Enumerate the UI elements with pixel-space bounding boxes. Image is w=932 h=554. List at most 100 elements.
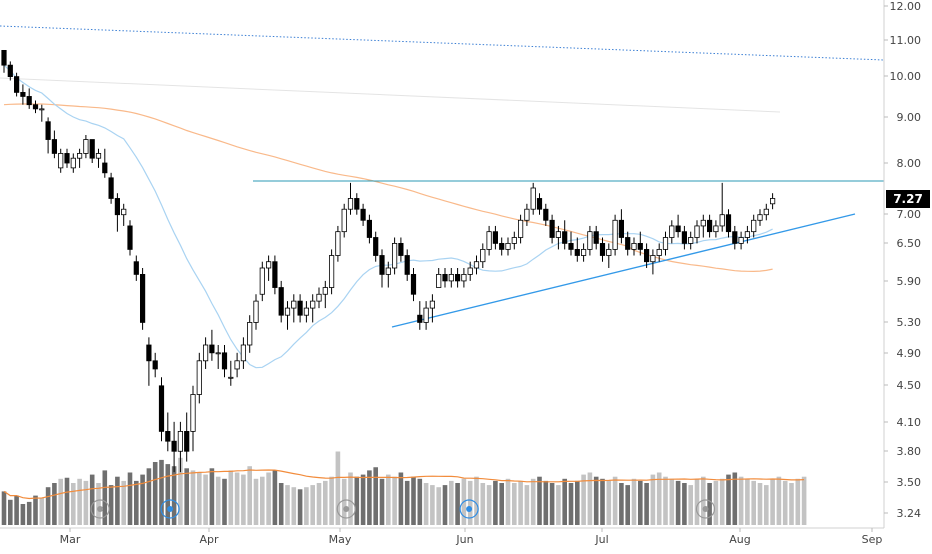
- volume-bar: [593, 476, 599, 525]
- candle-body: [152, 360, 158, 370]
- candle-body: [366, 219, 373, 238]
- volume-bar: [493, 480, 498, 525]
- volume-bar: [486, 485, 492, 525]
- price-tick-label: 3.24: [897, 507, 922, 520]
- candle-body: [240, 344, 246, 362]
- volume-bar: [348, 472, 353, 525]
- dividend-marker[interactable]: [160, 499, 180, 519]
- candle-body: [133, 261, 139, 275]
- volume-bar: [442, 485, 448, 525]
- volume-bar: [480, 483, 486, 525]
- volume-bar: [745, 478, 750, 525]
- earnings-marker[interactable]: [90, 499, 110, 519]
- volume-bar: [58, 478, 63, 525]
- candle-body: [518, 219, 524, 238]
- candle-body: [45, 121, 51, 140]
- volume-bar: [39, 497, 45, 525]
- candle-body: [70, 157, 76, 169]
- candle-body: [467, 267, 473, 275]
- volume-bar: [45, 487, 51, 525]
- volume-bar: [1, 491, 7, 525]
- volume-bar: [707, 483, 712, 525]
- candle-body: [530, 187, 536, 210]
- volume-bar: [411, 476, 416, 525]
- candle-body: [568, 243, 574, 250]
- price-axis[interactable]: 12.00 11.00 10.00 9.00 8.00 7.00 6.50 5.90 5.30 4…: [884, 0, 921, 520]
- candle-body: [486, 231, 492, 250]
- dividend-marker[interactable]: [459, 499, 479, 519]
- price-tick-label: 12.00: [890, 0, 922, 13]
- candle-body: [139, 274, 146, 323]
- very-long-moving-average-line: [0, 77, 781, 113]
- candle-body: [593, 231, 599, 244]
- candle-body: [574, 249, 580, 256]
- volume-bar: [127, 472, 133, 525]
- earnings-marker[interactable]: [695, 499, 716, 519]
- volume-bar: [386, 474, 391, 525]
- candle-body: [707, 219, 713, 233]
- candle-body: [587, 231, 593, 250]
- dividend-marker-dot: [167, 506, 174, 512]
- volume-bar: [367, 470, 372, 525]
- volume-bar: [619, 483, 624, 525]
- volume-bar: [379, 478, 385, 525]
- candle-body: [662, 237, 669, 250]
- volume-bar: [316, 483, 322, 525]
- candle-body: [606, 249, 612, 256]
- candle-body: [442, 274, 448, 282]
- price-tick-label: 9.00: [897, 111, 922, 124]
- candle-body: [398, 243, 404, 256]
- last-price-tag: 7.27: [886, 190, 930, 208]
- price-tick-label: 4.50: [897, 379, 922, 392]
- candle-body: [165, 431, 171, 442]
- volume-bar: [197, 472, 202, 525]
- volume-bar: [650, 474, 656, 525]
- time-axis[interactable]: Mar Apr May Jun Jul Aug Sep: [60, 528, 883, 546]
- volume-bar: [26, 501, 32, 525]
- volume-bar: [524, 485, 530, 525]
- volume-bar: [669, 478, 675, 525]
- earnings-marker-dot: [343, 506, 350, 512]
- volume-bar: [562, 478, 567, 525]
- candle-body: [700, 219, 706, 227]
- volume-bar: [285, 485, 290, 525]
- candle-body: [492, 231, 499, 244]
- candle-body: [757, 214, 763, 221]
- last-price-label: 7.27: [893, 192, 923, 206]
- price-tick-label: 5.90: [897, 275, 922, 288]
- candle-body: [770, 198, 776, 205]
- candle-body: [77, 153, 83, 159]
- volume-bar: [159, 459, 164, 525]
- candle-body: [108, 177, 114, 199]
- volume-bar: [360, 474, 366, 525]
- candle-body: [328, 255, 335, 288]
- candle-body: [171, 440, 177, 452]
- volume-bar: [398, 472, 404, 525]
- volume-bar: [537, 476, 542, 525]
- candle-body: [536, 198, 543, 210]
- volume-bar: [612, 476, 618, 525]
- volume-bar: [209, 468, 215, 525]
- candle-body: [549, 219, 555, 238]
- volume-bar: [770, 478, 775, 525]
- candle-body: [177, 431, 183, 452]
- volume-bar: [77, 478, 82, 525]
- time-tick-label: Jul: [594, 533, 608, 546]
- candle-body: [341, 208, 347, 233]
- volume-bar: [354, 476, 360, 525]
- volume-bar: [423, 483, 429, 525]
- volume-bar: [782, 480, 788, 525]
- earnings-marker[interactable]: [336, 499, 356, 519]
- volume-bar: [789, 483, 794, 525]
- candle-body: [51, 139, 58, 154]
- candle-body: [272, 261, 278, 288]
- volume-bar: [801, 476, 807, 525]
- volume-bar: [291, 487, 297, 525]
- volume-bar: [631, 478, 637, 525]
- volume-bar: [436, 487, 441, 525]
- volume-bar: [146, 468, 152, 525]
- volume-bar: [512, 483, 517, 525]
- volume-bar: [190, 470, 196, 525]
